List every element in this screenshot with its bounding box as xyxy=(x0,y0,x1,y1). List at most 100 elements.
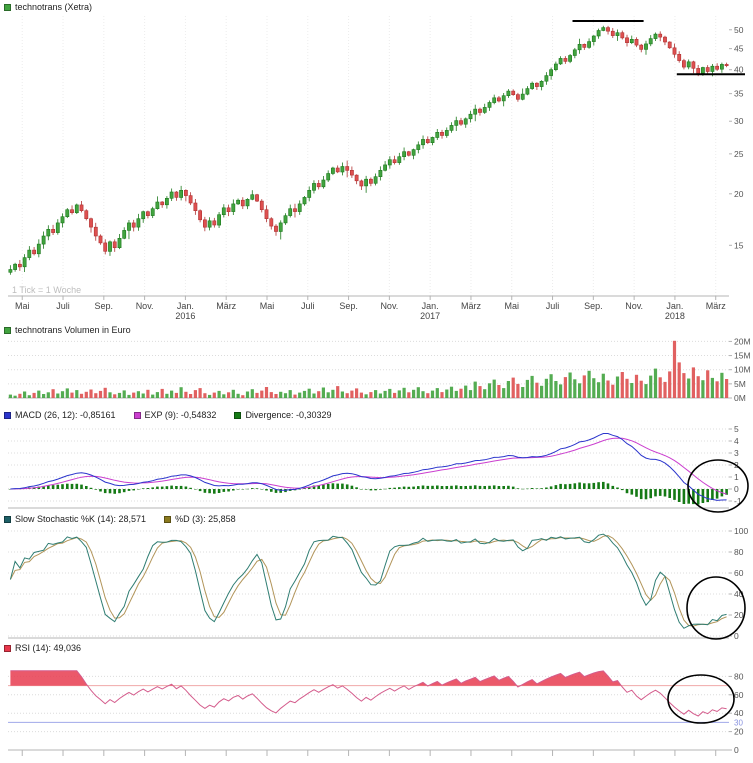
candle xyxy=(245,199,250,207)
macd-divergence-bar xyxy=(507,485,510,489)
candle xyxy=(700,67,705,74)
rsi-series xyxy=(10,670,727,717)
stochastic-series xyxy=(9,533,727,629)
macd-divergence-bar xyxy=(350,485,354,489)
candle xyxy=(212,220,217,226)
macd-divergence-bar xyxy=(103,489,107,494)
macd-divergence-bar xyxy=(165,486,169,489)
candle xyxy=(165,198,169,206)
volume-bar xyxy=(340,391,344,398)
volume-bar xyxy=(587,370,591,398)
rsi-overbought-fill xyxy=(10,670,88,686)
macd-divergence-bar xyxy=(208,489,211,494)
candle xyxy=(117,238,122,249)
candle xyxy=(283,215,288,224)
macd-divergence-bar xyxy=(602,481,605,489)
volume-bar xyxy=(241,395,245,398)
volume-bar xyxy=(312,393,316,398)
macd-divergence-bar xyxy=(412,486,415,489)
volume-bar xyxy=(530,375,534,398)
macd-divergence-bar xyxy=(516,488,520,489)
axis-tick-label: 15 xyxy=(734,240,744,250)
candle xyxy=(473,108,478,115)
macd-divergence-bar xyxy=(639,489,643,500)
macd-divergence-bar xyxy=(42,485,45,489)
volume-bar xyxy=(668,371,672,398)
volume-bar xyxy=(634,374,639,398)
volume-bar xyxy=(264,387,269,398)
macd-divergence-bar xyxy=(170,485,173,489)
price-panel-header: technotrans (Xetra) xyxy=(4,2,92,12)
candle xyxy=(572,49,577,56)
volume-bars xyxy=(8,340,729,398)
volume-bar xyxy=(710,377,714,398)
volume-bar xyxy=(122,390,126,398)
volume-bar xyxy=(421,391,425,398)
volume-bar xyxy=(113,394,117,398)
candle xyxy=(46,229,51,237)
macd-divergence-bar xyxy=(213,489,216,494)
macd-divergence-bar xyxy=(99,489,102,492)
macd-divergence-bar xyxy=(113,489,116,494)
volume-bar xyxy=(245,391,250,398)
annotation-circle xyxy=(667,674,735,724)
macd-divergence-bar xyxy=(436,485,439,489)
macd-divergence-bar xyxy=(417,486,420,489)
volume-bar xyxy=(435,388,439,398)
axis-tick-label: Jan. xyxy=(177,301,194,311)
volume-bar xyxy=(672,340,677,398)
macd-divergence-bar xyxy=(535,488,539,489)
macd-divergence-bar xyxy=(492,485,496,489)
macd-divergence-bar xyxy=(706,489,709,503)
volume-bar xyxy=(426,393,430,398)
candle xyxy=(719,64,724,70)
axis-tick-label: 25 xyxy=(734,149,744,159)
macd-divergence-bar xyxy=(526,488,529,490)
macd-divergence-bar xyxy=(345,484,349,489)
axis-tick-label: 1 xyxy=(734,472,739,482)
volume-bar xyxy=(37,390,41,398)
macd-divergence-bar xyxy=(521,488,524,490)
candle xyxy=(724,64,729,67)
volume-bar xyxy=(412,389,416,398)
macd-divergence-bar xyxy=(198,489,202,492)
candle xyxy=(672,47,677,55)
candle xyxy=(639,44,644,50)
volume-bar xyxy=(544,378,548,398)
macd-divergence-bar xyxy=(469,485,472,489)
axis-tick-label: Sep. xyxy=(339,301,358,311)
macd-divergence-bar xyxy=(189,487,192,489)
macd-divergence-bar xyxy=(279,489,282,493)
candle xyxy=(663,36,667,43)
candle xyxy=(127,222,131,231)
price-panel-title: technotrans (Xetra) xyxy=(15,2,93,12)
axis-tick-label: 50 xyxy=(734,25,744,35)
volume-bar xyxy=(506,381,510,398)
volume-bar xyxy=(274,394,278,398)
macd-divergence-bar xyxy=(682,489,686,504)
axis-tick-label: Nov. xyxy=(625,301,643,311)
macd-divergence-bar xyxy=(108,489,112,494)
candle xyxy=(274,225,278,232)
volume-bar xyxy=(402,387,406,398)
candle xyxy=(36,243,41,255)
volume-bar xyxy=(208,394,212,398)
candle xyxy=(231,203,236,212)
volume-bar xyxy=(336,386,340,398)
macd-divergence-bar xyxy=(255,488,259,489)
candle xyxy=(217,214,222,226)
axis-tick-label: 0 xyxy=(734,484,739,494)
candle xyxy=(411,149,416,156)
macd-divergence-bar xyxy=(179,485,183,489)
macd-divergence-bar xyxy=(194,489,197,490)
macd-divergence-bar xyxy=(549,486,553,489)
macd-divergence-bar xyxy=(635,489,638,497)
candle xyxy=(539,81,544,87)
rsi-panel-header: RSI (14): 49,036 xyxy=(4,643,95,653)
volume-bar xyxy=(639,380,643,398)
candle xyxy=(525,88,530,95)
macd-divergence-bar xyxy=(398,487,401,489)
macd-divergence-bar xyxy=(160,486,164,489)
candle xyxy=(198,210,203,221)
